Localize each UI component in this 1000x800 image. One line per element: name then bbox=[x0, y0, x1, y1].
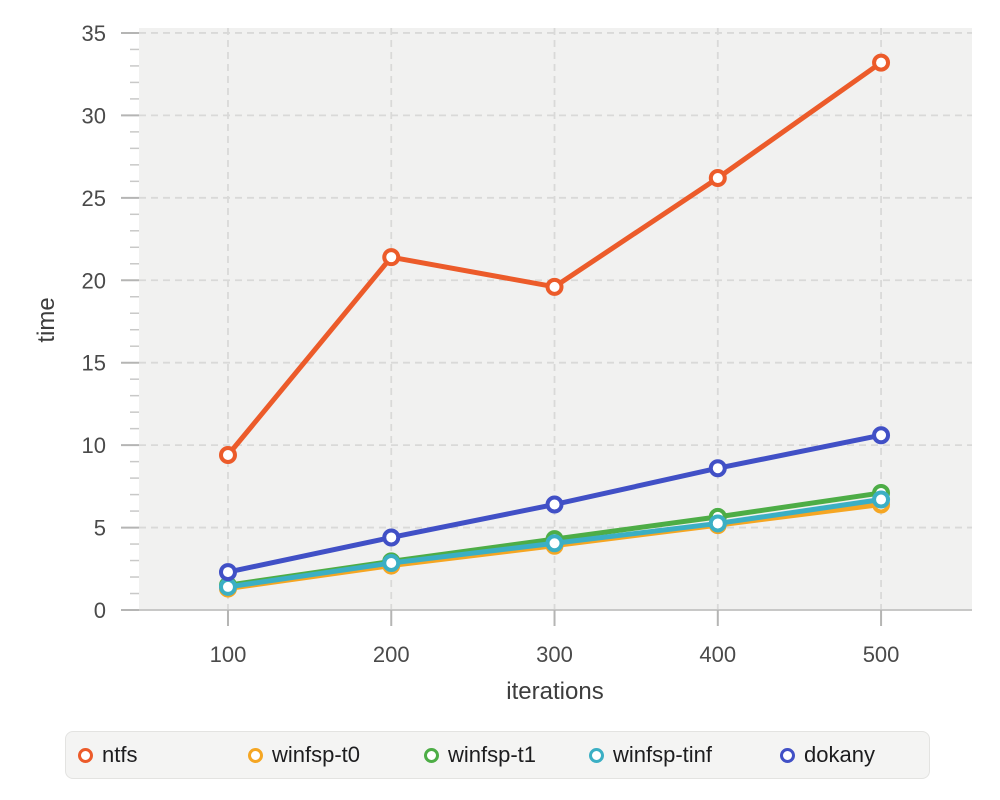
legend-item-dokany: dokany bbox=[780, 744, 875, 766]
marker-winfsp-tinf-200 bbox=[382, 554, 401, 573]
x-axis-title: iterations bbox=[506, 678, 604, 705]
marker-winfsp-tinf-500 bbox=[872, 490, 891, 509]
y-tick-label-0: 0 bbox=[94, 598, 106, 623]
marker-ntfs-100 bbox=[218, 446, 237, 465]
legend-item-ntfs: ntfs bbox=[78, 744, 248, 766]
y-tick-label-25: 25 bbox=[82, 186, 106, 211]
marker-dokany-100 bbox=[218, 563, 237, 582]
marker-ntfs-200 bbox=[382, 248, 401, 267]
y-tick-label-30: 30 bbox=[82, 103, 106, 128]
marker-dokany-500 bbox=[872, 426, 891, 445]
legend-marker-winfsp-t1-icon bbox=[424, 747, 439, 763]
marker-ntfs-300 bbox=[545, 277, 564, 296]
legend: ntfs winfsp-t0 winfsp-t1 winfsp-tinf dok… bbox=[65, 731, 930, 779]
legend-item-winfsp-t1: winfsp-t1 bbox=[424, 744, 589, 766]
legend-marker-dokany-icon bbox=[780, 747, 795, 763]
x-tick-label-300: 300 bbox=[536, 642, 573, 667]
line-chart-canvas: 0 5 10 15 20 25 30 35 100 200 300 400 500 bbox=[82, 21, 972, 667]
marker-winfsp-tinf-300 bbox=[545, 534, 564, 553]
y-axis-title: time bbox=[33, 297, 60, 343]
marker-winfsp-tinf-100 bbox=[218, 577, 237, 596]
y-tick-label-20: 20 bbox=[82, 268, 106, 293]
y-tick-label-35: 35 bbox=[82, 21, 106, 46]
legend-label-winfsp-tinf: winfsp-tinf bbox=[613, 742, 713, 767]
legend-marker-ntfs-icon bbox=[78, 747, 93, 763]
y-tick-label-10: 10 bbox=[82, 433, 106, 458]
legend-label-dokany: dokany bbox=[804, 742, 875, 767]
marker-dokany-200 bbox=[382, 528, 401, 547]
legend-marker-winfsp-t0-icon bbox=[248, 747, 263, 763]
legend-label-ntfs: ntfs bbox=[102, 742, 138, 767]
legend-label-winfsp-t1: winfsp-t1 bbox=[448, 742, 537, 767]
legend-marker-winfsp-tinf-icon bbox=[589, 747, 604, 763]
marker-ntfs-400 bbox=[708, 169, 727, 188]
marker-dokany-400 bbox=[708, 459, 727, 478]
marker-winfsp-tinf-400 bbox=[708, 514, 727, 533]
legend-label-winfsp-t0: winfsp-t0 bbox=[272, 742, 361, 767]
x-tick-label-200: 200 bbox=[373, 642, 410, 667]
legend-item-winfsp-tinf: winfsp-tinf bbox=[589, 744, 780, 766]
marker-dokany-300 bbox=[545, 495, 564, 514]
x-tick-label-400: 400 bbox=[699, 642, 736, 667]
x-tick-label-500: 500 bbox=[863, 642, 900, 667]
y-tick-label-15: 15 bbox=[82, 351, 106, 376]
legend-item-winfsp-t0: winfsp-t0 bbox=[248, 744, 424, 766]
y-tick-label-5: 5 bbox=[94, 516, 106, 541]
x-tick-label-100: 100 bbox=[210, 642, 247, 667]
marker-ntfs-500 bbox=[872, 53, 891, 72]
